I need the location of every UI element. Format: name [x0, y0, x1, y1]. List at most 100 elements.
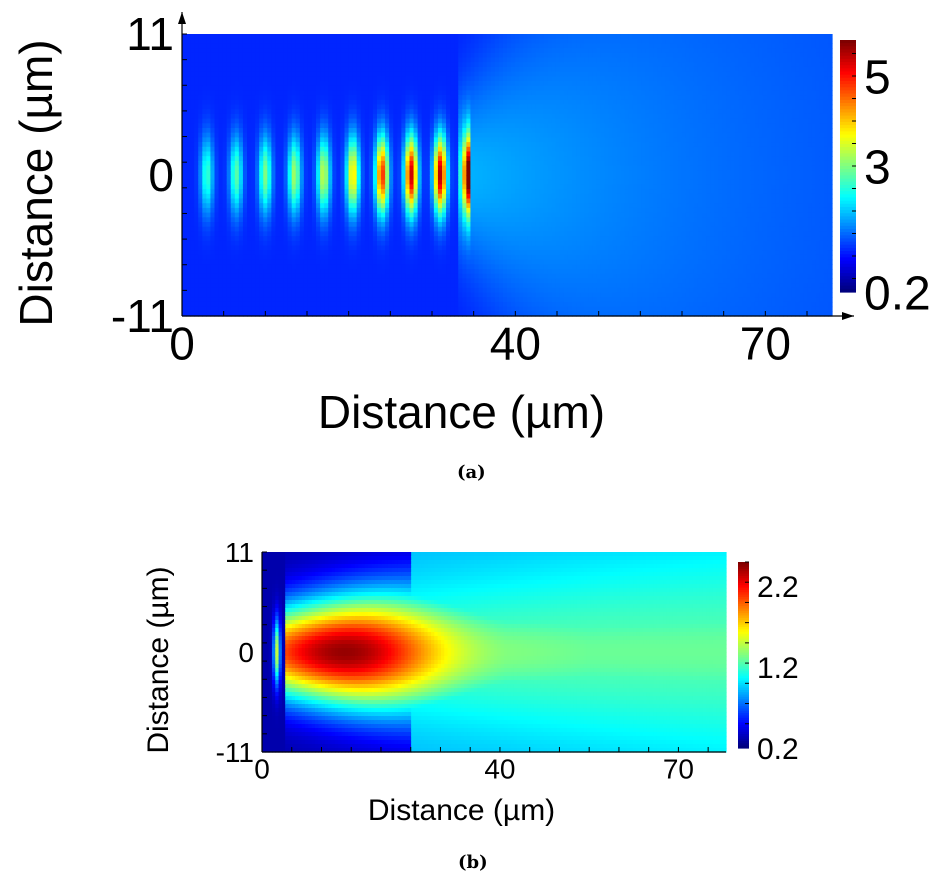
heatmap-cell — [226, 128, 232, 134]
heatmap-cell — [218, 292, 224, 298]
heatmap-cell — [458, 81, 463, 87]
heatmap-cell — [368, 118, 374, 124]
heatmap-cell — [238, 128, 244, 134]
heatmap-cell — [348, 118, 354, 124]
heatmap-cell — [401, 43, 407, 49]
heatmap-cell — [263, 198, 268, 204]
heatmap-cell — [417, 146, 423, 153]
heatmap-cell — [494, 287, 500, 294]
heatmap-cell — [234, 160, 240, 167]
heatmap-cell — [303, 231, 309, 237]
heatmap-cell — [186, 128, 191, 134]
heatmap-cell — [389, 212, 394, 218]
heatmap-cell — [372, 38, 378, 44]
heatmap-cell — [433, 90, 439, 96]
heatmap-cell — [222, 95, 228, 101]
heatmap-cell — [389, 109, 394, 115]
heatmap-cell — [502, 236, 508, 242]
heatmap-cell — [242, 170, 248, 176]
heatmap-cell — [405, 146, 411, 153]
heatmap-cell — [433, 306, 439, 312]
heatmap-cell — [336, 160, 342, 167]
heatmap-cell — [336, 137, 342, 143]
heatmap-cell — [393, 43, 398, 49]
heatmap-cell — [437, 165, 443, 171]
heatmap-cell — [458, 292, 463, 298]
heatmap-cell — [242, 240, 248, 247]
heatmap-cell — [450, 254, 455, 261]
heatmap-cell — [470, 250, 476, 256]
heatmap-cell — [238, 217, 244, 223]
heatmap-cell — [377, 226, 382, 232]
heatmap-cell — [494, 34, 500, 40]
heatmap-cell — [190, 128, 195, 134]
heatmap-cell — [238, 245, 244, 251]
heatmap-cell — [482, 118, 488, 124]
heatmap-cell — [287, 170, 293, 176]
heatmap-cell — [519, 109, 524, 115]
heatmap-cell — [450, 217, 455, 223]
heatmap-cell — [271, 123, 277, 129]
heatmap-cell — [328, 52, 333, 59]
heatmap-cell — [498, 81, 504, 87]
heatmap-cell — [348, 85, 354, 91]
heatmap-cell — [344, 99, 350, 106]
heatmap-cell — [182, 109, 187, 115]
heatmap-cell — [328, 66, 333, 73]
heatmap-cell — [336, 123, 342, 129]
heatmap-cell — [230, 165, 236, 171]
heatmap-cell — [417, 128, 423, 134]
heatmap-cell — [356, 283, 362, 289]
heatmap-cell — [234, 217, 240, 223]
heatmap-cell — [242, 189, 248, 195]
heatmap-cell — [462, 62, 467, 68]
heatmap-cell — [368, 48, 374, 54]
heatmap-cell — [425, 203, 431, 209]
heatmap-cell — [490, 297, 496, 303]
heatmap-cell — [344, 175, 350, 181]
heatmap-cell — [251, 240, 256, 247]
heatmap-cell — [348, 259, 354, 265]
heatmap-cell — [320, 287, 325, 294]
heatmap-cell — [242, 95, 248, 101]
heatmap-cell — [397, 236, 402, 242]
heatmap-cell — [494, 193, 500, 200]
heatmap-cell — [466, 283, 472, 289]
heatmap-cell — [320, 179, 325, 185]
heatmap-cell — [389, 283, 394, 289]
heatmap-cell — [214, 245, 220, 251]
heatmap-cell — [474, 81, 480, 87]
heatmap-cell — [332, 48, 337, 54]
heatmap-cell — [442, 43, 447, 49]
heatmap-cell — [360, 264, 366, 270]
heatmap-cell — [466, 193, 472, 200]
heatmap-cell — [446, 165, 451, 171]
heatmap-cell — [291, 226, 297, 232]
heatmap-cell — [454, 189, 459, 195]
heatmap-cell — [206, 283, 212, 289]
heatmap-cell — [259, 287, 264, 294]
heatmap-cell — [230, 52, 236, 59]
heatmap-cell — [312, 62, 317, 68]
heatmap-cell — [454, 193, 459, 200]
heatmap-cell — [344, 118, 350, 124]
heatmap-cell — [344, 142, 350, 148]
heatmap-cell — [291, 165, 297, 171]
heatmap-cell — [251, 118, 256, 124]
heatmap-cell — [340, 62, 346, 68]
heatmap-cell — [344, 123, 350, 129]
heatmap-cell — [478, 250, 484, 256]
heatmap-cell — [397, 118, 402, 124]
heatmap-cell — [340, 170, 346, 176]
heatmap-cell — [348, 66, 354, 73]
heatmap-cell — [413, 109, 419, 115]
heatmap-cell — [368, 90, 374, 96]
heatmap-cell — [279, 222, 285, 228]
heatmap-cell — [507, 151, 512, 157]
heatmap-cell — [344, 109, 350, 115]
heatmap-cell — [287, 259, 293, 265]
heatmap-cell — [283, 99, 289, 106]
heatmap-cell — [255, 90, 260, 96]
heatmap-cell — [389, 226, 394, 232]
heatmap-cell — [247, 48, 252, 54]
